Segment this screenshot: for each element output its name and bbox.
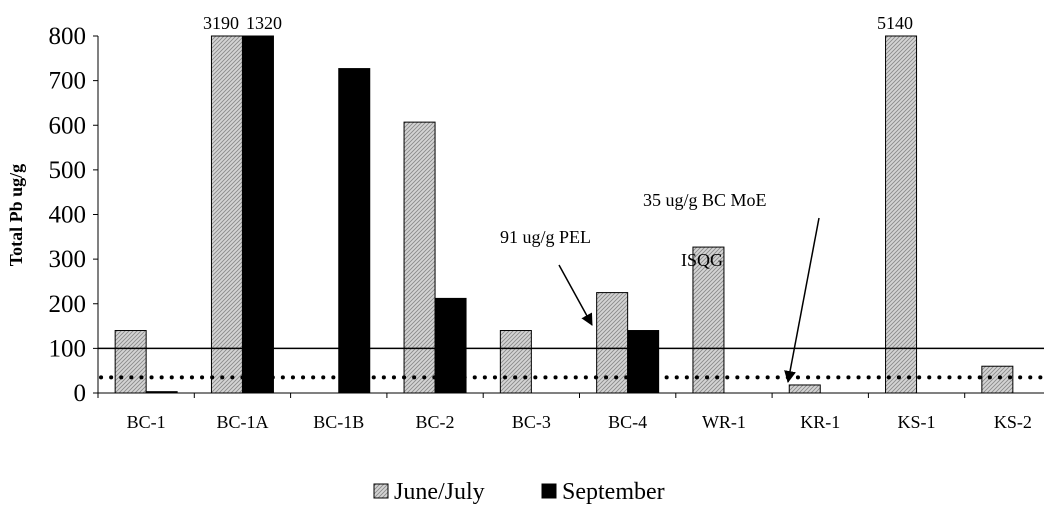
moe-annotation-line2: ISQG — [681, 250, 723, 270]
y-tick-label: 400 — [49, 202, 87, 229]
bar-september-bc-4 — [627, 330, 660, 394]
legend: June/July September — [373, 479, 665, 505]
x-tick-label: BC-3 — [512, 412, 551, 432]
x-tick-label: BC-2 — [416, 412, 455, 432]
y-tick-label: 0 — [74, 380, 87, 407]
legend-label-june-july: June/July — [394, 479, 485, 505]
x-tick-label: KR-1 — [800, 412, 840, 432]
bar-june-july-wr-1 — [692, 246, 725, 394]
x-ticks: BC-1 BC-1A BC-1B BC-2 BC-3 BC-4 WR-1 KR-1 KS-1 KS… — [97, 393, 1032, 432]
y-axis-label: Total Pb ug/g — [6, 164, 26, 266]
x-tick-label: WR-1 — [702, 412, 746, 432]
bar-june-july-ks-2 — [981, 365, 1014, 394]
bar-september-bc-1a — [241, 35, 274, 394]
moe-arrow — [784, 217, 820, 383]
pel-arrow — [558, 264, 593, 326]
y-tick-label: 800 — [49, 23, 87, 50]
legend-label-september: September — [562, 479, 665, 505]
bar-september-bc-2 — [434, 297, 467, 394]
bar-june-july-bc-2 — [403, 121, 436, 394]
clipped-value-labels: 3190 1320 5140 — [203, 13, 913, 33]
y-tick-label: 200 — [49, 291, 87, 318]
x-tick-label: KS-2 — [994, 412, 1032, 432]
x-tick-label: BC-1A — [216, 412, 268, 432]
bar-june-july-ks-1 — [885, 35, 918, 394]
bars-layer — [114, 35, 1014, 394]
y-tick-label: 700 — [49, 68, 87, 95]
bar-june-july-bc-3 — [499, 330, 532, 394]
y-tick-label: 600 — [49, 112, 87, 139]
pel-annotation: 91 ug/g PEL — [500, 227, 591, 247]
bar-value-label: 5140 — [877, 13, 913, 33]
bar-value-label: 1320 — [246, 13, 282, 33]
bar-june-july-kr-1 — [788, 384, 821, 394]
legend-swatch-september — [541, 483, 557, 499]
x-tick-label: BC-4 — [608, 412, 647, 432]
bar-june-july-bc-1 — [114, 330, 147, 394]
y-tick-label: 500 — [49, 157, 87, 184]
x-tick-label: BC-1B — [313, 412, 364, 432]
legend-swatch-june-july — [373, 483, 389, 499]
y-tick-label: 100 — [49, 335, 87, 362]
bar-june-july-bc-4 — [596, 292, 629, 394]
moe-annotation-line1: 35 ug/g BC MoE — [643, 190, 767, 210]
bar-june-july-bc-1a — [210, 35, 243, 394]
y-tick-label: 300 — [49, 246, 87, 273]
bar-value-label: 3190 — [203, 13, 239, 33]
y-ticks: 0 100 200 300 400 500 600 700 800 — [49, 23, 98, 407]
x-tick-label: BC-1 — [127, 412, 166, 432]
x-tick-label: KS-1 — [898, 412, 936, 432]
bar-september-bc-1b — [338, 68, 371, 394]
